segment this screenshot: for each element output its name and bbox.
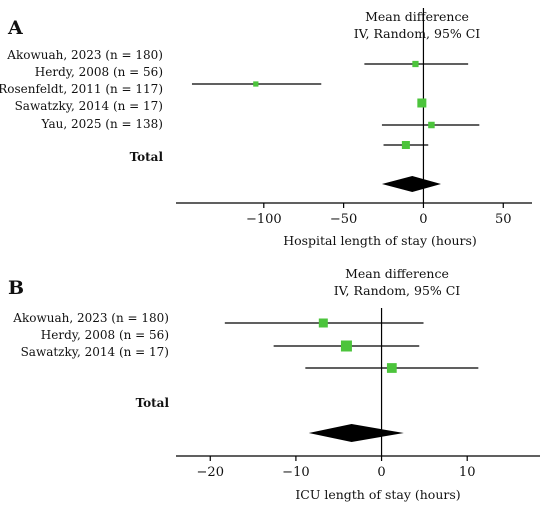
panel-b-x-axis-label: ICU length of stay (hours) bbox=[295, 487, 460, 502]
effect-size-marker bbox=[318, 318, 328, 328]
panel-b-label: B bbox=[8, 277, 24, 299]
x-tick-label: 10 bbox=[459, 465, 476, 480]
panel-b-header-line1: Mean difference bbox=[345, 266, 449, 281]
x-tick-label: −50 bbox=[330, 212, 357, 227]
effect-size-marker bbox=[253, 81, 259, 87]
x-tick-label: −20 bbox=[197, 465, 224, 480]
panel-a-header-line2: IV, Random, 95% CI bbox=[354, 26, 481, 41]
panel-a-x-axis-label: Hospital length of stay (hours) bbox=[283, 233, 477, 248]
panel-a-plot-area: −100 −50 0 50 bbox=[176, 8, 532, 227]
x-tick-label: −10 bbox=[282, 465, 309, 480]
effect-size-marker bbox=[386, 363, 397, 373]
panel-a-study-label: Sawatzky, 2014 (n = 17) bbox=[15, 99, 163, 113]
panel-a-label: A bbox=[7, 17, 23, 39]
panel-a-study-label: Akowuah, 2023 (n = 180) bbox=[6, 48, 163, 62]
pooled-estimate-diamond bbox=[381, 176, 442, 192]
effect-size-marker bbox=[412, 60, 419, 68]
panel-a-total-label: Total bbox=[130, 150, 164, 164]
panel-a-header-line1: Mean difference bbox=[365, 9, 469, 24]
effect-size-marker bbox=[401, 141, 410, 149]
panel-b: B Mean difference IV, Random, 95% CI Ako… bbox=[8, 266, 540, 502]
x-tick-label: −100 bbox=[246, 212, 282, 227]
x-tick-label: 50 bbox=[495, 212, 512, 227]
panel-b-header-line2: IV, Random, 95% CI bbox=[334, 283, 461, 298]
effect-size-marker bbox=[428, 121, 435, 129]
effect-size-marker bbox=[417, 98, 427, 108]
panel-a: A Mean difference IV, Random, 95% CI Ako… bbox=[0, 8, 532, 248]
panel-a-study-label: Herdy, 2008 (n = 56) bbox=[35, 65, 163, 79]
x-tick-label: 0 bbox=[419, 212, 427, 227]
effect-size-marker bbox=[340, 340, 352, 352]
panel-a-study-label: Rosenfeldt, 2011 (n = 117) bbox=[0, 82, 163, 96]
panel-a-study-label: Yau, 2025 (n = 138) bbox=[40, 117, 163, 131]
panel-b-plot-area: −20 −10 0 10 bbox=[176, 308, 540, 480]
panel-b-total-label: Total bbox=[136, 396, 170, 410]
panel-b-study-label: Herdy, 2008 (n = 56) bbox=[41, 328, 169, 342]
panel-b-study-label: Sawatzky, 2014 (n = 17) bbox=[21, 345, 169, 359]
pooled-estimate-diamond bbox=[308, 424, 404, 442]
panel-b-study-label: Akowuah, 2023 (n = 180) bbox=[12, 311, 169, 325]
x-tick-label: 0 bbox=[377, 465, 385, 480]
